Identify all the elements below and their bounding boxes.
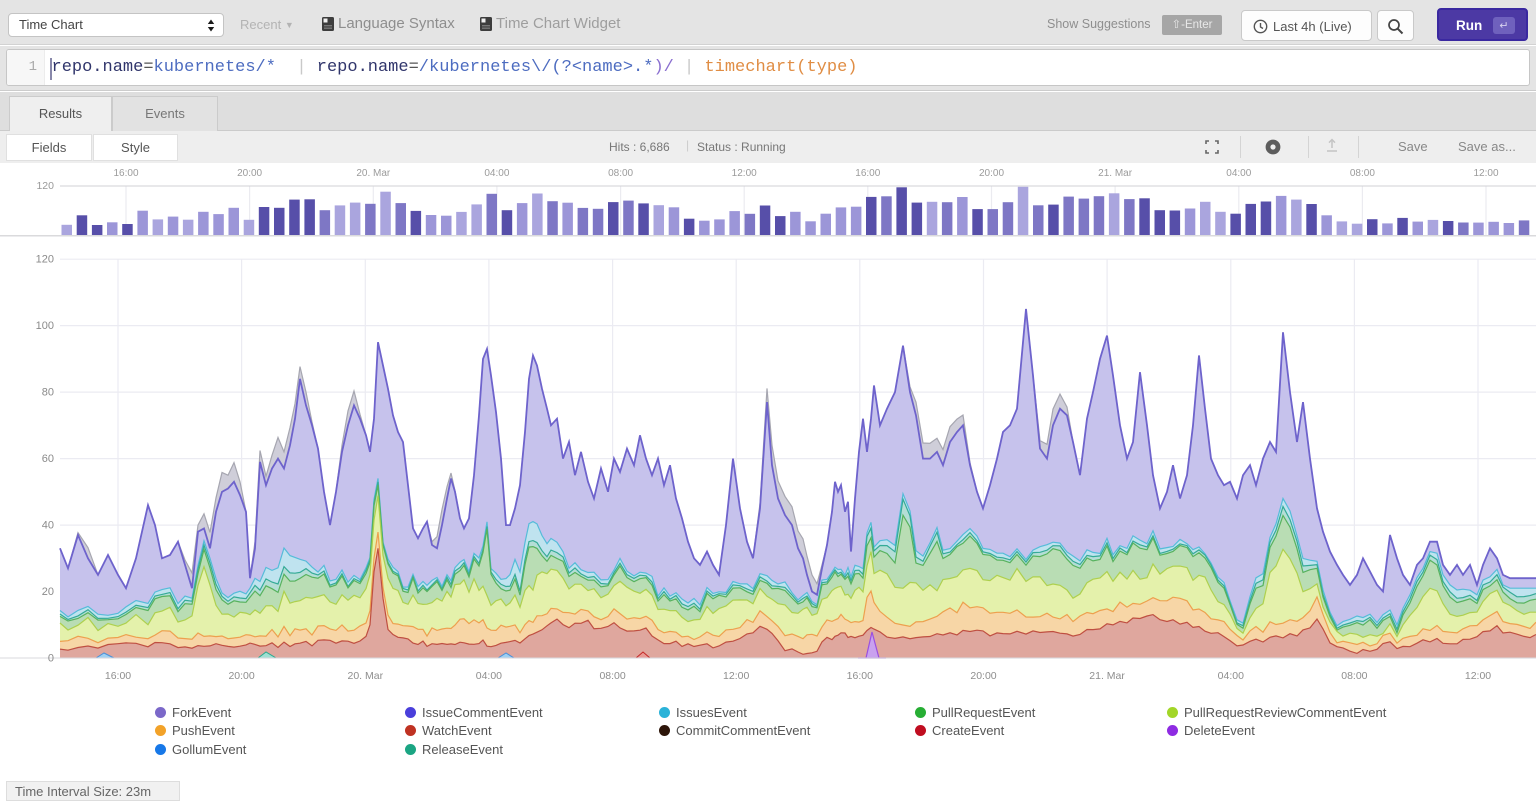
svg-text:21. Mar: 21. Mar	[1098, 168, 1133, 179]
svg-text:08:00: 08:00	[599, 670, 625, 682]
svg-text:20. Mar: 20. Mar	[347, 670, 383, 682]
svg-text:21. Mar: 21. Mar	[1089, 670, 1125, 682]
svg-text:20:00: 20:00	[228, 670, 254, 682]
svg-text:40: 40	[42, 520, 54, 532]
svg-text:20:00: 20:00	[970, 670, 996, 682]
svg-text:120: 120	[36, 254, 54, 266]
svg-text:04:00: 04:00	[1218, 670, 1244, 682]
svg-text:120: 120	[36, 180, 54, 192]
svg-text:04:00: 04:00	[1226, 168, 1251, 179]
svg-text:60: 60	[42, 453, 54, 465]
svg-text:20: 20	[42, 586, 54, 598]
svg-text:100: 100	[36, 320, 54, 332]
svg-text:12:00: 12:00	[723, 670, 749, 682]
svg-text:12:00: 12:00	[1465, 670, 1491, 682]
svg-text:0: 0	[48, 653, 54, 665]
svg-text:20:00: 20:00	[237, 168, 262, 179]
svg-text:08:00: 08:00	[608, 168, 633, 179]
svg-text:08:00: 08:00	[1341, 670, 1367, 682]
svg-text:04:00: 04:00	[476, 670, 502, 682]
svg-text:20:00: 20:00	[979, 168, 1004, 179]
svg-text:16:00: 16:00	[113, 168, 138, 179]
svg-text:04:00: 04:00	[484, 168, 509, 179]
svg-text:16:00: 16:00	[105, 670, 131, 682]
svg-text:16:00: 16:00	[855, 168, 880, 179]
svg-text:12:00: 12:00	[1473, 168, 1498, 179]
svg-text:80: 80	[42, 387, 54, 399]
svg-text:16:00: 16:00	[847, 670, 873, 682]
svg-text:12:00: 12:00	[732, 168, 757, 179]
svg-text:08:00: 08:00	[1350, 168, 1375, 179]
svg-text:20. Mar: 20. Mar	[356, 168, 391, 179]
